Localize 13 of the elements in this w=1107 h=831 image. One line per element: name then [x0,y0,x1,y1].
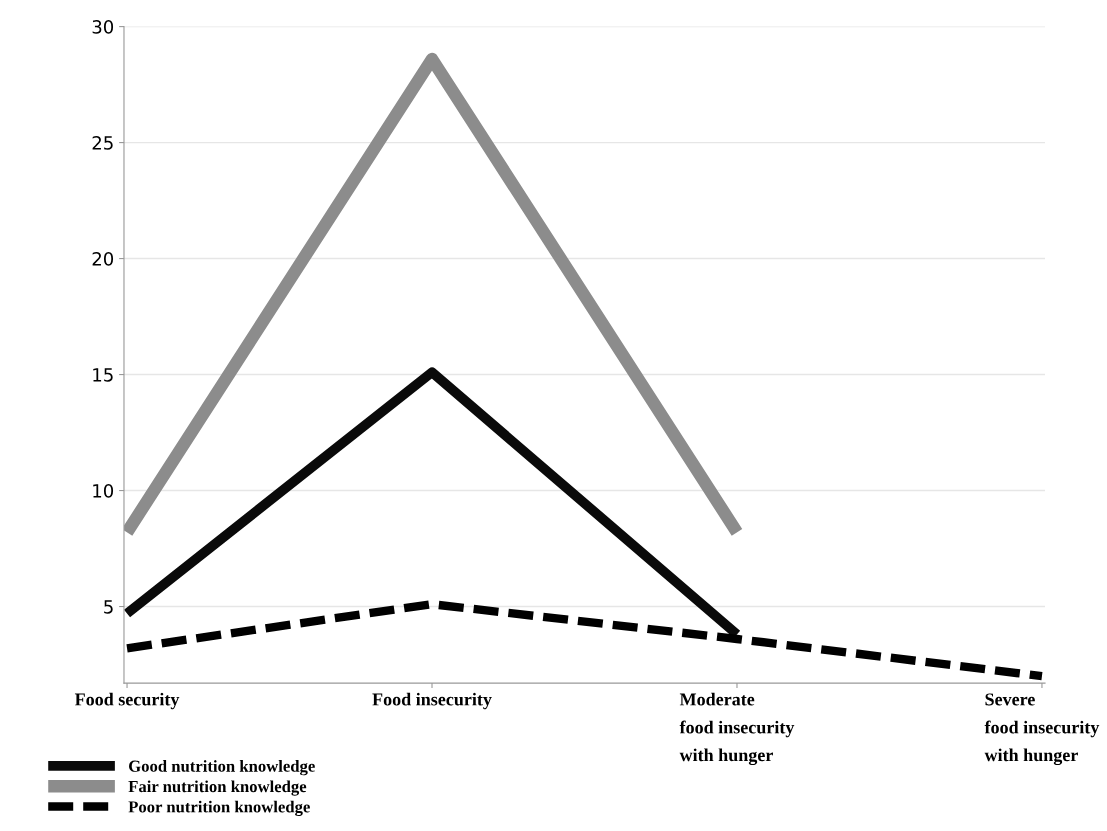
x-tick-label: Food insecurity [372,692,492,710]
y-tick-label: 10 [93,484,114,498]
x-tick-label: Food security [74,692,180,710]
x-tick-label: Severe food insecurity with hunger [984,693,1100,766]
y-tick-label: 20 [92,252,114,266]
legend-label: Poor nutrition knowledge [128,800,310,816]
legend-label: Fair nutrition knowledge [128,780,307,796]
y-tick-label: 5 [104,600,113,614]
y-tick-label: 25 [92,136,113,150]
y-tick-label: 30 [92,20,114,34]
legend-label: Good nutrition knowledge [129,760,315,776]
y-tick-label: 15 [93,368,113,382]
x-tick-label: Moderate food insecurity with hunger [679,692,795,766]
